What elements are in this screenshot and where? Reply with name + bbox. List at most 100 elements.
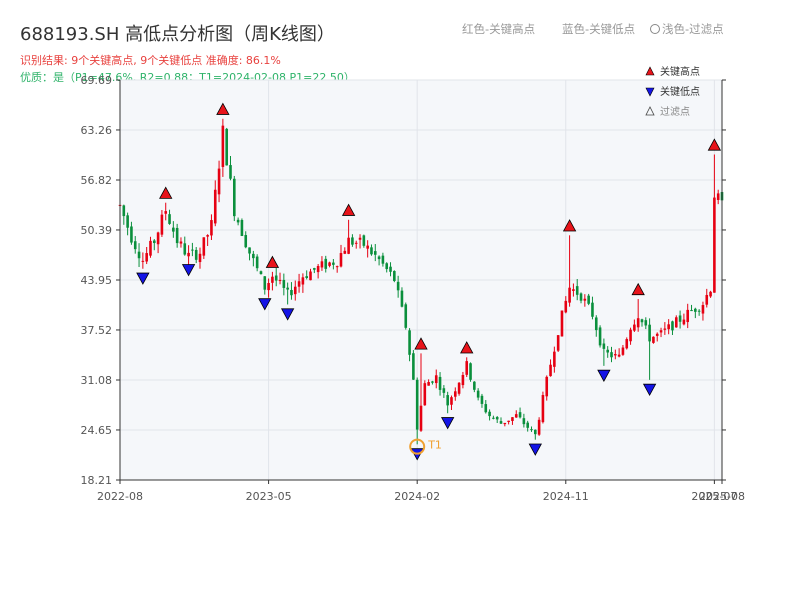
candle-body — [130, 226, 133, 243]
legend-blue-low-note: 蓝色-关键低点 — [562, 22, 636, 36]
candle-body — [393, 271, 396, 281]
y-tick-label: 18.21 — [81, 474, 113, 487]
legend-low-icon — [645, 87, 655, 97]
candle-body — [400, 290, 404, 307]
candle-body — [381, 255, 385, 264]
candle-body — [229, 165, 232, 179]
candle-body — [389, 266, 392, 272]
legend-high-icon — [645, 66, 655, 76]
candle-body — [133, 241, 137, 250]
candle-body — [583, 298, 587, 301]
candles-group — [118, 118, 724, 445]
legend-label: 关键高点 — [660, 65, 700, 78]
candle-body — [461, 374, 465, 386]
candle-body — [358, 237, 362, 240]
candle-body — [709, 291, 712, 297]
candle-body — [248, 247, 251, 254]
candle-body — [419, 405, 423, 431]
candle-body — [518, 412, 522, 418]
legend-hollow-label: 浅色-过滤点 — [662, 22, 724, 36]
y-tick-label: 37.52 — [81, 324, 113, 337]
y-tick-label: 43.95 — [81, 274, 113, 287]
candle-body — [255, 256, 259, 269]
candle-body — [233, 178, 236, 217]
candle-body — [621, 347, 625, 355]
candle-body — [377, 256, 381, 260]
candle-body — [507, 420, 510, 422]
candle-body — [549, 364, 552, 377]
axes-group: 69.69 63.26 56.82 50.39 43.95 37.52 31.08 24.65… — [81, 74, 745, 503]
candle-body — [362, 235, 366, 246]
candle-body — [396, 281, 400, 291]
candle-body — [274, 275, 278, 281]
candle-body — [511, 417, 514, 421]
candle-body — [503, 422, 507, 425]
candle-body — [297, 281, 301, 287]
candle-body — [309, 271, 312, 281]
candle-body — [690, 310, 693, 312]
candle-body — [514, 414, 518, 418]
candle-body — [149, 240, 152, 256]
candle-body — [259, 271, 263, 275]
candle-body — [175, 227, 179, 244]
candle-body — [537, 419, 541, 435]
candle-body — [671, 321, 674, 331]
candle-body — [236, 219, 240, 223]
x-tick-label: 2025-08 — [699, 490, 745, 503]
legend-filtered-icon — [645, 106, 655, 116]
candle-body — [610, 352, 613, 358]
candle-body — [453, 391, 457, 397]
candle-body — [183, 243, 187, 255]
candle-body — [442, 388, 446, 393]
candle-body — [488, 411, 491, 417]
candle-body — [305, 276, 308, 278]
candle-body — [686, 309, 690, 323]
key-high-marker — [159, 186, 173, 199]
key-high-marker — [216, 102, 230, 115]
candle-body — [545, 376, 549, 397]
candle-body — [492, 417, 495, 419]
candle-body — [293, 286, 297, 295]
candle-body — [423, 383, 427, 406]
candle-body — [633, 324, 636, 331]
candle-body — [179, 241, 183, 244]
candle-body — [522, 418, 526, 425]
candle-body — [694, 308, 697, 312]
candle-body — [141, 260, 145, 262]
candle-body — [282, 279, 286, 288]
candle-body — [164, 211, 168, 214]
key-high-marker — [631, 282, 645, 296]
candle-body — [564, 300, 568, 313]
key-high-marker — [265, 255, 280, 268]
candle-body — [480, 395, 484, 404]
candle-body — [137, 251, 141, 259]
candle-body — [252, 253, 255, 259]
x-tick-label: 2024-11 — [543, 490, 589, 503]
candle-body — [606, 349, 609, 353]
candle-body — [431, 381, 434, 383]
candle-body — [335, 266, 339, 268]
candle-body — [602, 343, 606, 349]
candle-body — [313, 268, 316, 270]
candle-body — [412, 353, 415, 380]
candle-body — [499, 421, 503, 424]
candle-body — [644, 320, 648, 326]
candle-body — [328, 262, 331, 266]
candle-body — [625, 339, 629, 349]
markers-group: T1 — [136, 102, 722, 461]
y-tick-label: 31.08 — [81, 374, 113, 387]
candle-body — [301, 277, 305, 285]
candle-body — [210, 220, 213, 236]
candle-body — [526, 422, 529, 428]
y-tick-label: 69.69 — [81, 74, 113, 87]
candle-body — [198, 253, 202, 263]
candle-body — [682, 319, 686, 325]
y-tick-label: 50.39 — [81, 224, 113, 237]
t1-label: T1 — [427, 439, 442, 452]
legend-label: 过滤点 — [660, 105, 690, 118]
candle-body — [713, 197, 716, 293]
candle-body — [697, 310, 701, 312]
candle-body — [629, 329, 632, 342]
candle-body — [206, 235, 209, 237]
